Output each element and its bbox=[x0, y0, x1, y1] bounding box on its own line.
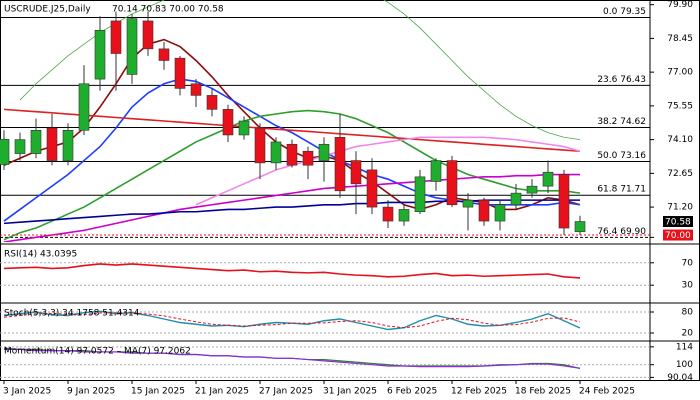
indicator-line bbox=[3, 109, 581, 241]
candle-body bbox=[30, 130, 42, 154]
candle-body bbox=[542, 171, 554, 187]
y-tick-label: 20 bbox=[682, 329, 694, 339]
candle-body bbox=[526, 185, 538, 194]
y-tick-label: 71.20 bbox=[667, 203, 693, 213]
candle-body bbox=[494, 204, 506, 222]
y-tick-label: 79.90 bbox=[667, 0, 693, 10]
x-tick-label: 27 Jan 2025 bbox=[259, 387, 313, 397]
indicator-line bbox=[3, 312, 581, 329]
candle-body bbox=[142, 20, 154, 50]
ohlc-readout: 70.14 70.83 70.00 70.58 bbox=[112, 5, 224, 15]
candle-body bbox=[558, 174, 570, 229]
y-tick-label: 114 bbox=[676, 342, 693, 352]
candle-body bbox=[414, 176, 426, 213]
panel bbox=[0, 262, 650, 286]
price-tag-label: 70.00 bbox=[665, 231, 691, 241]
candle-body bbox=[14, 139, 26, 154]
candle-body bbox=[78, 83, 90, 131]
candle-body bbox=[366, 169, 378, 208]
candle-body bbox=[270, 141, 282, 164]
candle-body bbox=[510, 192, 522, 206]
candle-body bbox=[398, 209, 410, 222]
fib-label: 0.0 79.35 bbox=[603, 7, 646, 17]
candle-body bbox=[0, 139, 10, 165]
price-tag-label: 70.58 bbox=[665, 218, 691, 228]
y-tick-label: 78.45 bbox=[667, 34, 693, 44]
x-tick-label: 15 Jan 2025 bbox=[131, 387, 185, 397]
x-tick-label: 6 Feb 2025 bbox=[387, 387, 437, 397]
frame bbox=[0, 0, 700, 381]
candle-body bbox=[254, 127, 266, 164]
x-tick-label: 21 Jan 2025 bbox=[195, 387, 249, 397]
candle-body bbox=[382, 206, 394, 222]
candle-body bbox=[430, 160, 442, 182]
indicator-title: Stoch(5,3,3) 34.1758 51.4314 bbox=[4, 309, 140, 319]
candle-body bbox=[318, 143, 330, 161]
candle-body bbox=[110, 20, 122, 54]
candle-body bbox=[478, 199, 490, 222]
y-tick-label: 72.65 bbox=[667, 169, 693, 179]
panel bbox=[0, 0, 650, 242]
y-tick-label: 77.00 bbox=[667, 68, 693, 78]
y-tick-label: 100 bbox=[676, 360, 693, 370]
y-tick-label: 90.04 bbox=[667, 373, 693, 383]
indicator-title: Momentum(14) 97.0572 – MA(7) 97.2062 bbox=[4, 347, 191, 357]
indicator-line bbox=[3, 108, 581, 153]
indicator-line bbox=[3, 263, 581, 279]
price-tag bbox=[663, 216, 693, 228]
panel bbox=[0, 346, 650, 378]
candle-body bbox=[350, 160, 362, 185]
indicator-line bbox=[3, 310, 581, 331]
fib-label: 23.6 76.43 bbox=[597, 75, 646, 85]
y-tick-label: 30 bbox=[682, 281, 694, 291]
indicator-line bbox=[3, 38, 581, 211]
fib-label: 38.2 74.62 bbox=[597, 117, 646, 127]
indicator-line bbox=[3, 173, 580, 242]
candle-body bbox=[174, 57, 186, 89]
candle-body bbox=[46, 127, 58, 161]
candle-body bbox=[334, 136, 346, 192]
fib-label: 50.0 73.16 bbox=[597, 151, 646, 161]
candle-body bbox=[238, 120, 250, 136]
candle-body bbox=[462, 199, 474, 208]
candle-body bbox=[206, 95, 218, 110]
candle-body bbox=[286, 143, 298, 166]
fib-label: 61.8 71.71 bbox=[597, 185, 646, 195]
x-tick-label: 18 Feb 2025 bbox=[515, 387, 571, 397]
y-tick-label: 75.55 bbox=[667, 101, 693, 111]
x-tick-label: 12 Feb 2025 bbox=[451, 387, 507, 397]
candle-body bbox=[158, 48, 170, 61]
chart-title: USCRUDE.J25,Daily bbox=[4, 5, 91, 15]
price-tag bbox=[663, 229, 693, 241]
fib-label: 76.4 69.90 bbox=[597, 227, 646, 237]
indicator-line bbox=[4, 348, 581, 369]
candle-body bbox=[446, 160, 458, 206]
indicator-title: RSI(14) 43.0395 bbox=[4, 250, 77, 260]
x-tick-label: 9 Jan 2025 bbox=[67, 387, 115, 397]
y-tick-label: 80 bbox=[682, 308, 694, 318]
y-tick-label: 70 bbox=[682, 258, 694, 268]
x-tick-label: 24 Feb 2025 bbox=[579, 387, 635, 397]
x-tick-label: 31 Jan 2025 bbox=[323, 387, 377, 397]
x-tick-label: 3 Jan 2025 bbox=[3, 387, 51, 397]
candle-body bbox=[94, 29, 106, 80]
y-tick-label: 74.10 bbox=[667, 135, 693, 145]
candle-body bbox=[62, 130, 74, 161]
panel bbox=[0, 310, 650, 334]
candle-body bbox=[222, 109, 234, 136]
candle-body bbox=[574, 221, 586, 233]
candle-body bbox=[302, 150, 314, 166]
candle-body bbox=[126, 18, 138, 75]
candle-body bbox=[190, 83, 202, 96]
